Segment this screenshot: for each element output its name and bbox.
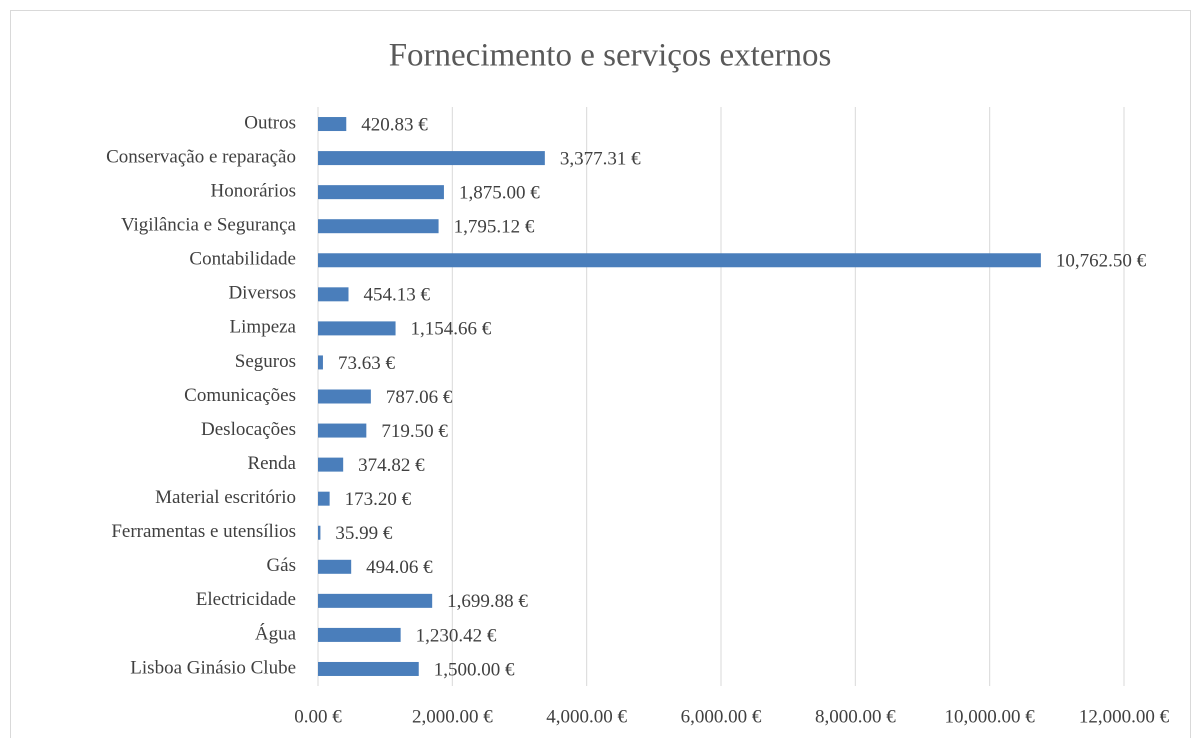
y-tick-label: Material escritório (155, 487, 296, 508)
x-tick-label: 8,000.00 € (815, 706, 896, 727)
bar (318, 287, 349, 302)
value-label: 719.50 € (381, 421, 448, 442)
y-tick-label: Deslocações (201, 419, 296, 440)
y-tick-label: Conservação e reparação (106, 146, 296, 167)
chart-title: Fornecimento e serviços externos (389, 38, 832, 74)
bar (318, 661, 419, 676)
x-tick-label: 0.00 € (294, 706, 342, 727)
value-label: 1,795.12 € (454, 217, 535, 238)
value-label: 454.13 € (364, 285, 431, 306)
y-tick-label: Contabilidade (189, 249, 296, 270)
value-label: 10,762.50 € (1056, 251, 1147, 272)
bar (318, 423, 367, 438)
y-tick-label: Comunicações (184, 385, 296, 406)
bar (318, 151, 545, 166)
value-label: 73.63 € (338, 353, 396, 374)
bar (318, 185, 444, 200)
value-label: 1,699.88 € (447, 591, 528, 612)
y-tick-label: Seguros (235, 351, 296, 372)
chart-border (10, 10, 1191, 738)
bar (318, 627, 401, 642)
value-label: 173.20 € (345, 489, 412, 510)
y-tick-label: Diversos (228, 283, 296, 304)
y-tick-label: Lisboa Ginásio Clube (130, 657, 296, 678)
y-tick-label: Electricidade (196, 589, 296, 610)
y-tick-label: Vigilância e Segurança (121, 215, 297, 236)
y-tick-label: Outros (244, 112, 296, 133)
bar (318, 355, 323, 370)
value-label: 374.82 € (358, 455, 425, 476)
y-tick-label: Ferramentas e utensílios (111, 521, 296, 542)
value-label: 420.83 € (361, 114, 428, 135)
x-tick-label: 6,000.00 € (681, 706, 762, 727)
value-label: 787.06 € (386, 387, 453, 408)
bar (318, 389, 371, 404)
x-tick-label: 4,000.00 € (546, 706, 627, 727)
bar (318, 491, 330, 506)
y-tick-label: Honorários (211, 181, 296, 202)
y-tick-label: Limpeza (230, 317, 297, 338)
bar (318, 457, 344, 472)
y-tick-label: Água (255, 622, 297, 644)
x-tick-label: 10,000.00 € (945, 706, 1036, 727)
y-tick-label: Renda (247, 453, 296, 474)
bar (318, 117, 347, 132)
value-label: 1,230.42 € (416, 625, 497, 646)
value-label: 494.06 € (366, 557, 433, 578)
value-label: 1,154.66 € (411, 319, 492, 340)
bar (318, 219, 439, 234)
value-label: 1,875.00 € (459, 183, 540, 204)
value-label: 35.99 € (335, 523, 393, 544)
bar (318, 253, 1041, 268)
x-tick-label: 12,000.00 € (1079, 706, 1170, 727)
bar (318, 321, 396, 336)
bar (318, 593, 433, 608)
x-tick-label: 2,000.00 € (412, 706, 493, 727)
bar (318, 525, 321, 540)
bar (318, 559, 352, 574)
y-tick-label: Gás (266, 555, 296, 576)
value-label: 3,377.31 € (560, 148, 641, 169)
value-label: 1,500.00 € (434, 659, 515, 680)
